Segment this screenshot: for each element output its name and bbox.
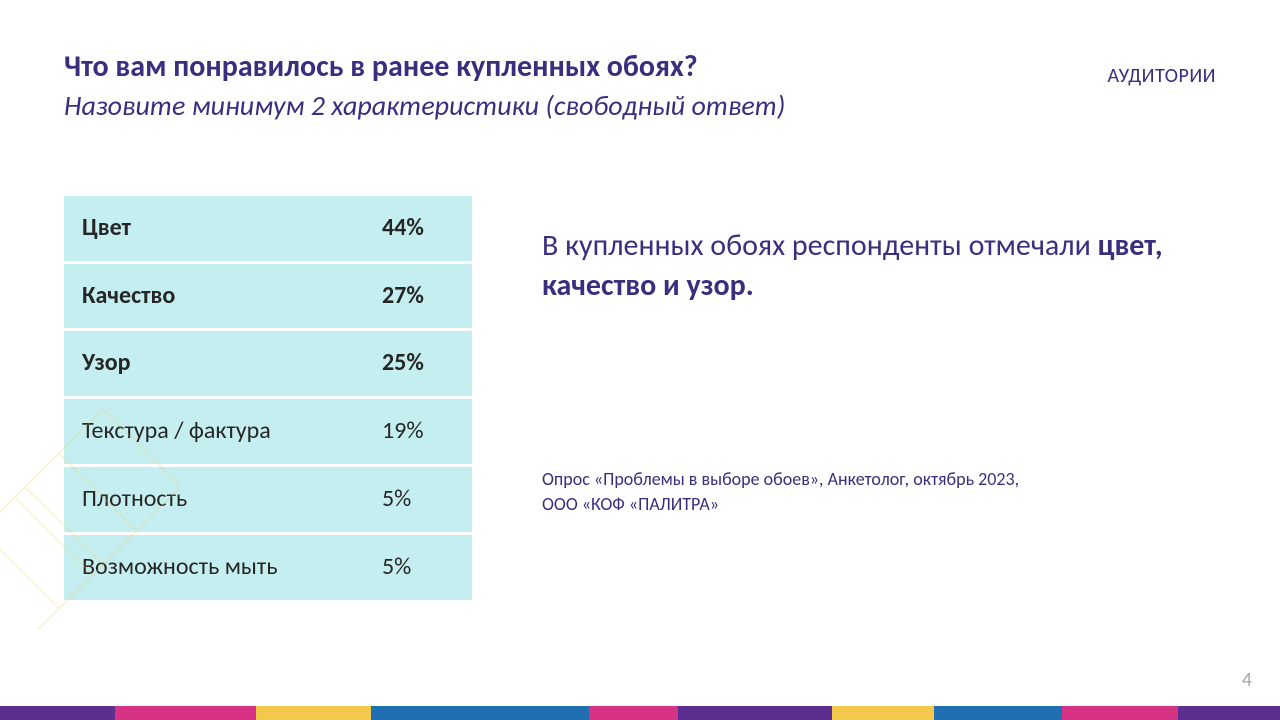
table-cell-value: 44% — [364, 196, 472, 264]
title-block: Что вам понравилось в ранее купленных об… — [64, 48, 785, 124]
table-row: Возможность мыть5% — [64, 535, 472, 603]
summary-text: В купленных обоях респонденты отмечали ц… — [542, 226, 1216, 307]
table-cell-label: Плотность — [64, 467, 364, 535]
stripe-segment — [678, 706, 832, 720]
table-row: Цвет44% — [64, 196, 472, 264]
source-line-1: Опрос «Проблемы в выборе обоев», Анкетол… — [542, 468, 1019, 490]
page-number: 4 — [1242, 668, 1252, 692]
bottom-stripe — [0, 706, 1280, 720]
summary-block: В купленных обоях респонденты отмечали ц… — [542, 196, 1216, 517]
slide-subtitle: Назовите минимум 2 характеристики (свобо… — [64, 88, 785, 124]
table-cell-label: Узор — [64, 331, 364, 399]
table-row: Качество27% — [64, 264, 472, 332]
slide-title: Что вам понравилось в ранее купленных об… — [64, 48, 785, 86]
table-cell-label: Возможность мыть — [64, 535, 364, 603]
stripe-segment — [371, 706, 589, 720]
table-cell-label: Текстура / фактура — [64, 399, 364, 467]
section-label: АУДИТОРИИ — [1107, 64, 1216, 88]
summary-prefix: В купленных обоях респонденты отмечали — [542, 227, 1098, 264]
table-row: Текстура / фактура19% — [64, 399, 472, 467]
stripe-segment — [115, 706, 256, 720]
source-citation: Опрос «Проблемы в выборе обоев», Анкетол… — [542, 467, 1216, 517]
stripe-segment — [0, 706, 115, 720]
stripe-segment — [934, 706, 1062, 720]
table-cell-value: 27% — [364, 264, 472, 332]
source-line-2: ООО «КОФ «ПАЛИТРА» — [542, 493, 719, 515]
table-cell-value: 25% — [364, 331, 472, 399]
table-cell-value: 5% — [364, 535, 472, 603]
stripe-segment — [256, 706, 371, 720]
slide: Что вам понравилось в ранее купленных об… — [0, 0, 1280, 720]
table-cell-value: 5% — [364, 467, 472, 535]
header: Что вам понравилось в ранее купленных об… — [64, 48, 1216, 124]
table-row: Узор25% — [64, 331, 472, 399]
results-table: Цвет44%Качество27%Узор25%Текстура / факт… — [64, 196, 472, 603]
table-cell-label: Качество — [64, 264, 364, 332]
stripe-segment — [1178, 706, 1280, 720]
table-cell-label: Цвет — [64, 196, 364, 264]
table-row: Плотность5% — [64, 467, 472, 535]
stripe-segment — [832, 706, 934, 720]
stripe-segment — [589, 706, 679, 720]
content-row: Цвет44%Качество27%Узор25%Текстура / факт… — [64, 196, 1216, 603]
table-cell-value: 19% — [364, 399, 472, 467]
stripe-segment — [1062, 706, 1177, 720]
